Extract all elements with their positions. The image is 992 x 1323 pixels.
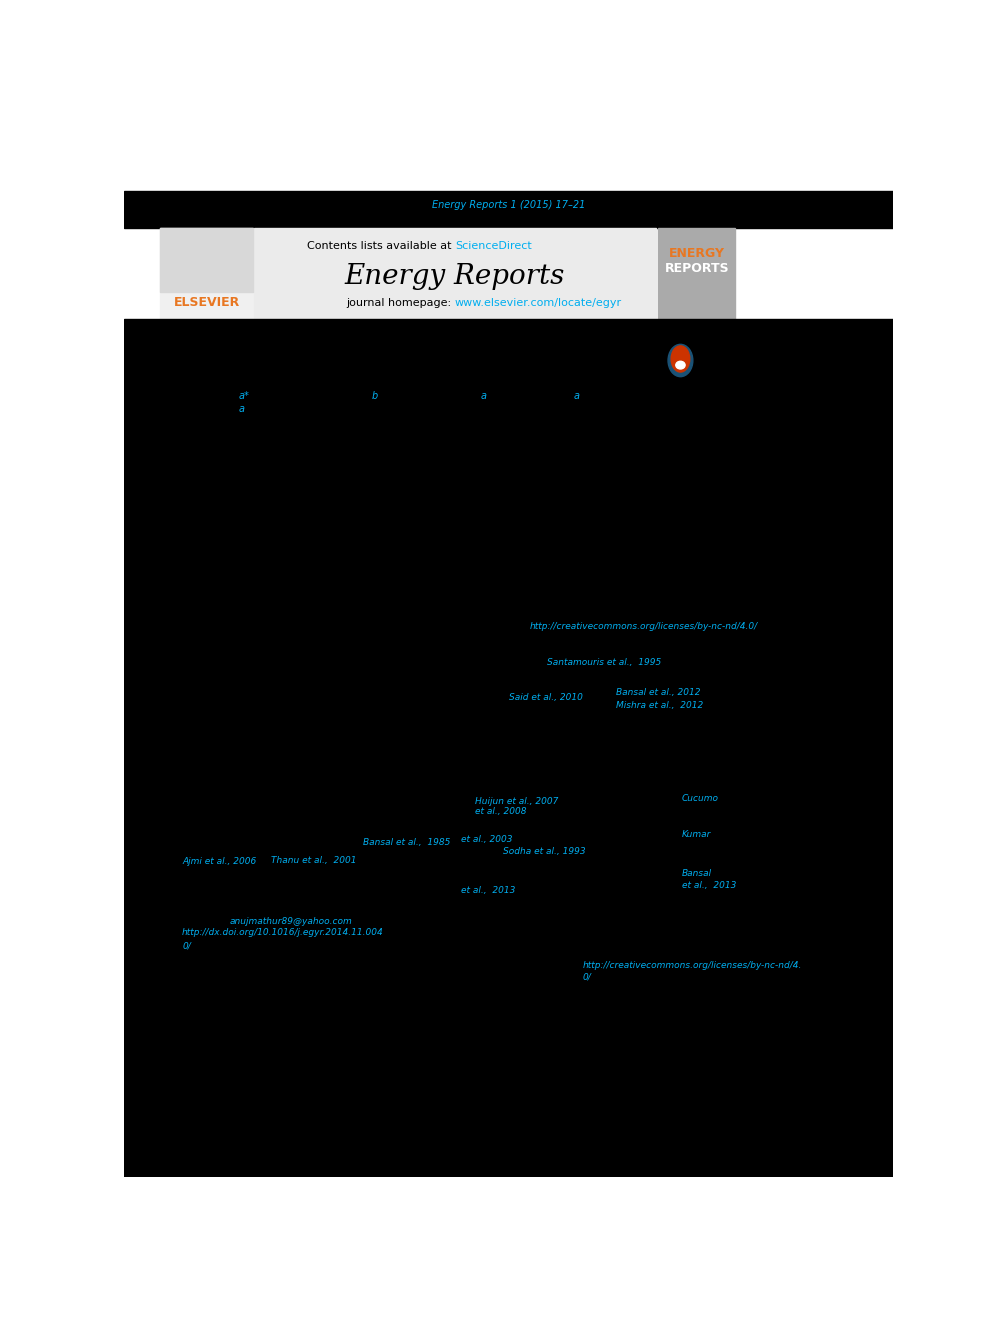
Text: et al., 2003: et al., 2003 bbox=[461, 835, 513, 844]
Text: 0/: 0/ bbox=[183, 941, 190, 950]
Bar bbox=[124, 191, 893, 228]
Text: et al.,  2013: et al., 2013 bbox=[461, 886, 516, 894]
Text: Energy Reports: Energy Reports bbox=[345, 263, 565, 290]
Text: a*: a* bbox=[239, 390, 250, 401]
Text: a: a bbox=[239, 404, 245, 414]
Text: http://creativecommons.org/licenses/by-nc-nd/4.: http://creativecommons.org/licenses/by-n… bbox=[582, 962, 803, 970]
Text: b: b bbox=[372, 390, 378, 401]
Bar bbox=[124, 159, 893, 191]
Text: ScienceDirect: ScienceDirect bbox=[455, 241, 532, 251]
Text: Santamouris et al.,  1995: Santamouris et al., 1995 bbox=[548, 658, 662, 667]
Text: http://dx.doi.org/10.1016/j.egyr.2014.11.004: http://dx.doi.org/10.1016/j.egyr.2014.11… bbox=[183, 929, 384, 937]
Text: Cucumo: Cucumo bbox=[682, 794, 719, 803]
Text: et al.,  2013: et al., 2013 bbox=[682, 881, 736, 890]
Text: REPORTS: REPORTS bbox=[665, 262, 729, 275]
Text: Mishra et al.,  2012: Mishra et al., 2012 bbox=[616, 701, 703, 710]
Text: ELSEVIER: ELSEVIER bbox=[174, 296, 240, 310]
Text: a: a bbox=[573, 390, 579, 401]
Text: Bansal et al., 2012: Bansal et al., 2012 bbox=[616, 688, 700, 697]
Text: et al., 2008: et al., 2008 bbox=[475, 807, 527, 816]
Text: Kumar: Kumar bbox=[682, 830, 711, 839]
Bar bbox=[254, 228, 656, 319]
Ellipse shape bbox=[668, 344, 692, 377]
Bar bbox=[161, 228, 253, 291]
Text: 0/: 0/ bbox=[582, 972, 591, 980]
Text: Thanu et al.,  2001: Thanu et al., 2001 bbox=[271, 856, 357, 865]
Text: Bansal: Bansal bbox=[682, 869, 712, 878]
Text: journal homepage:: journal homepage: bbox=[346, 299, 455, 308]
Ellipse shape bbox=[672, 345, 689, 372]
Text: Said et al., 2010: Said et al., 2010 bbox=[509, 693, 583, 703]
Text: anujmathur89@yahoo.com: anujmathur89@yahoo.com bbox=[229, 917, 352, 926]
Ellipse shape bbox=[676, 361, 685, 369]
Text: a: a bbox=[480, 390, 486, 401]
Text: www.elsevier.com/locate/egyr: www.elsevier.com/locate/egyr bbox=[455, 299, 622, 308]
Text: Ajmi et al., 2006: Ajmi et al., 2006 bbox=[183, 856, 256, 865]
Text: http://creativecommons.org/licenses/by-nc-nd/4.0/: http://creativecommons.org/licenses/by-n… bbox=[530, 622, 758, 631]
Bar bbox=[161, 228, 253, 319]
Text: Energy Reports 1 (2015) 17–21: Energy Reports 1 (2015) 17–21 bbox=[432, 200, 585, 210]
Bar bbox=[124, 319, 893, 1177]
Text: Huijun et al., 2007: Huijun et al., 2007 bbox=[475, 798, 558, 806]
Text: ENERGY: ENERGY bbox=[669, 247, 725, 261]
Text: Bansal et al.,  1985: Bansal et al., 1985 bbox=[363, 837, 450, 847]
Text: Sodha et al., 1993: Sodha et al., 1993 bbox=[503, 847, 585, 856]
Bar bbox=[658, 228, 735, 319]
Text: Contents lists available at: Contents lists available at bbox=[307, 241, 455, 251]
